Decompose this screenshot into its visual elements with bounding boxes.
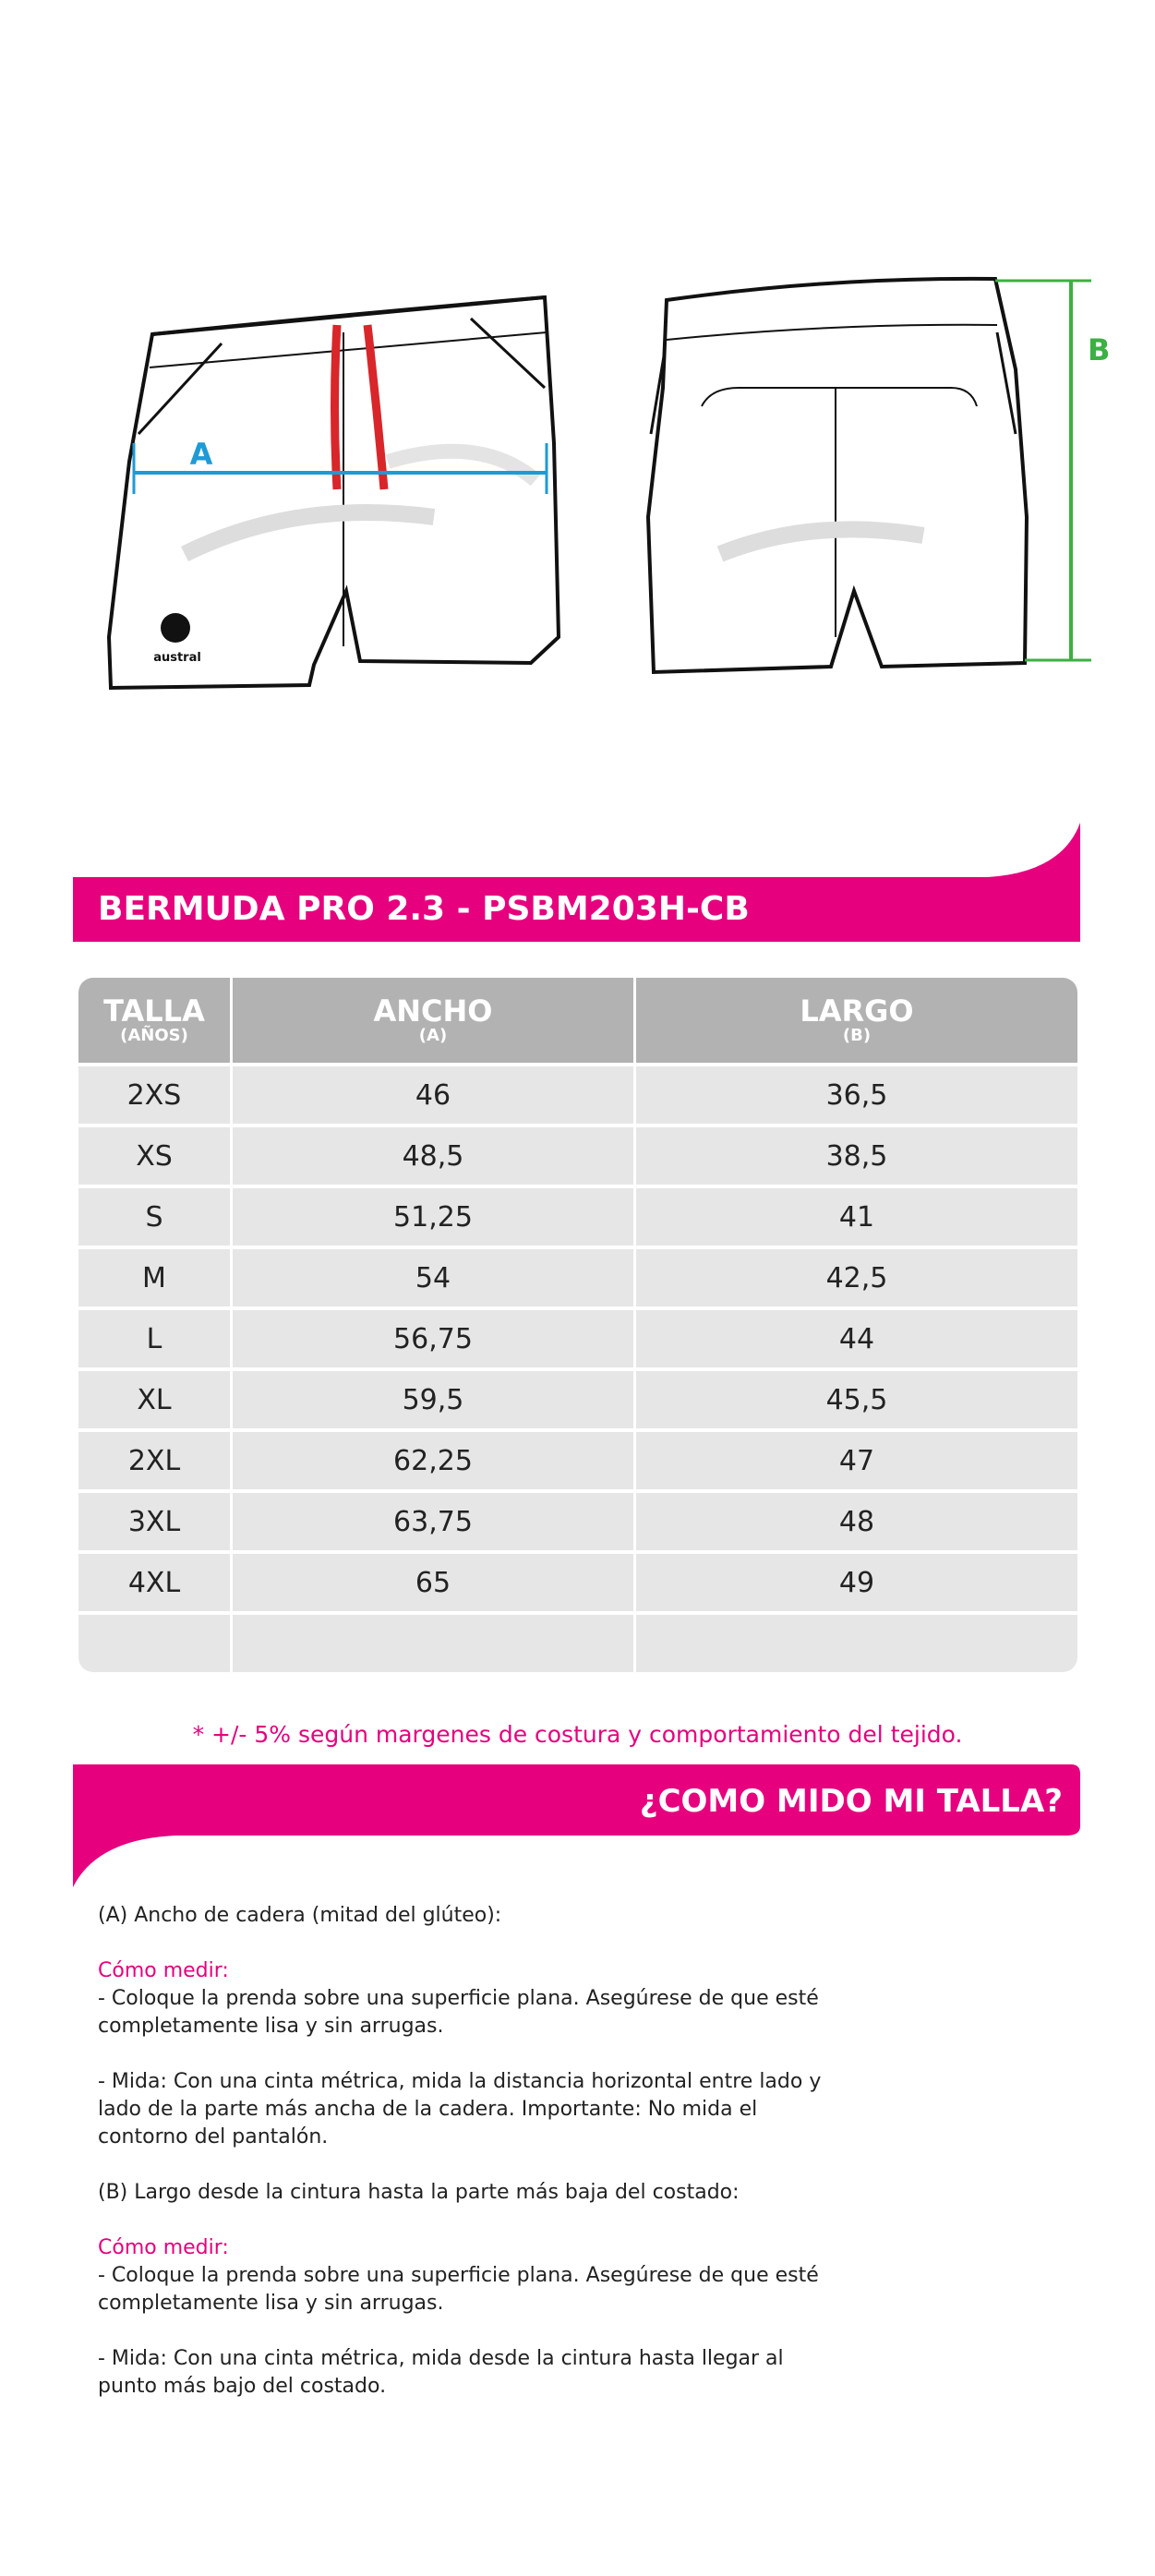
header-sublabel: (B) <box>842 1026 872 1045</box>
howto-banner <box>73 1764 1080 1887</box>
title-banner <box>73 823 1080 942</box>
table-cell: 56,75 <box>233 1310 633 1367</box>
instruction-text: - Coloque la prenda sobre una superficie… <box>98 1987 819 2038</box>
front-shorts <box>106 295 561 691</box>
header-label: TALLA <box>103 993 205 1029</box>
table-cell: 49 <box>636 1554 1077 1611</box>
instruction: Cómo medir: - Coloque la prenda sobre una… <box>98 1957 836 2040</box>
instruction-heading: Cómo medir: <box>98 1959 229 1982</box>
table-cell: 44 <box>636 1310 1077 1367</box>
drawstring <box>331 324 342 490</box>
table-cell: 4XL <box>78 1554 230 1611</box>
howto-banner-wrap: ¿COMO MIDO MI TALLA? <box>73 1764 1080 1887</box>
table-cell: XL <box>78 1371 230 1428</box>
instruction-text: (A) Ancho de cadera (mitad del glúteo): <box>98 1904 502 1927</box>
title: BERMUDA PRO 2.3 - PSBM203H-CB <box>98 890 750 928</box>
empty-cell <box>233 1615 633 1672</box>
logo-text: austral <box>153 651 201 665</box>
label-b: B <box>1088 332 1110 367</box>
table-cell: 3XL <box>78 1493 230 1550</box>
table-cell: XS <box>78 1127 230 1185</box>
instruction: - Mida: Con una cinta métrica, mida desd… <box>98 2345 836 2401</box>
table-cell: 36,5 <box>636 1066 1077 1124</box>
note: * +/- 5% según margenes de costura y com… <box>192 1721 963 1748</box>
table-cell: 42,5 <box>636 1249 1077 1306</box>
table-cell: 59,5 <box>233 1371 633 1428</box>
table-cell: 45,5 <box>636 1371 1077 1428</box>
table-cell: 41 <box>636 1188 1077 1246</box>
instruction: Cómo medir: - Coloque la prenda sobre una… <box>98 2234 836 2317</box>
instruction-heading: Cómo medir: <box>98 2236 229 2259</box>
howto-title: ¿COMO MIDO MI TALLA? <box>640 1783 1063 1820</box>
instruction: (B) Largo desde la cintura hasta la part… <box>98 2179 836 2207</box>
header-label: LARGO <box>800 993 914 1029</box>
table-cell: 62,25 <box>233 1432 633 1489</box>
table-cell: S <box>78 1188 230 1246</box>
table-cell: 65 <box>233 1554 633 1611</box>
empty-cell <box>636 1615 1077 1672</box>
logo-icon <box>161 613 190 643</box>
back-shorts <box>645 276 1029 675</box>
illustration: A austral B BERMUDA PRO 2.3 - PSBM203H-C… <box>73 276 1110 942</box>
table-cell: 54 <box>233 1249 633 1306</box>
instruction-text: - Mida: Con una cinta métrica, mida desd… <box>98 2347 784 2398</box>
table-cell: 46 <box>233 1066 633 1124</box>
header-cell: TALLA (AÑOS) <box>78 978 230 1063</box>
table-cell: L <box>78 1310 230 1367</box>
instruction: (A) Ancho de cadera (mitad del glúteo): <box>98 1902 836 1930</box>
table-cell: 47 <box>636 1432 1077 1489</box>
header-sublabel: (A) <box>418 1026 448 1045</box>
empty-cell <box>78 1615 230 1672</box>
header-label: ANCHO <box>373 993 493 1029</box>
label-a: A <box>190 437 213 472</box>
instructions: (A) Ancho de cadera (mitad del glúteo): C… <box>98 1902 836 2428</box>
instruction-text: - Mida: Con una cinta métrica, mida la d… <box>98 2070 822 2149</box>
header-cell: LARGO (B) <box>636 978 1077 1063</box>
table-cell: 48,5 <box>233 1127 633 1185</box>
table-cell: 2XS <box>78 1066 230 1124</box>
table-cell: 38,5 <box>636 1127 1077 1185</box>
size-table: TALLA (AÑOS) ANCHO (A) LARGO (B) 2XS 46 36,5 XS 48… <box>78 978 1077 1672</box>
instruction-text: - Coloque la prenda sobre una superficie… <box>98 2264 819 2315</box>
header-sublabel: (AÑOS) <box>120 1026 188 1045</box>
table-cell: 51,25 <box>233 1188 633 1246</box>
table-cell: 2XL <box>78 1432 230 1489</box>
table-cell: 48 <box>636 1493 1077 1550</box>
drawstring <box>363 324 389 490</box>
table-cell: 63,75 <box>233 1493 633 1550</box>
header-cell: ANCHO (A) <box>233 978 633 1063</box>
instruction-text: (B) Largo desde la cintura hasta la part… <box>98 2181 740 2204</box>
instruction: - Mida: Con una cinta métrica, mida la d… <box>98 2068 836 2151</box>
table-cell: M <box>78 1249 230 1306</box>
